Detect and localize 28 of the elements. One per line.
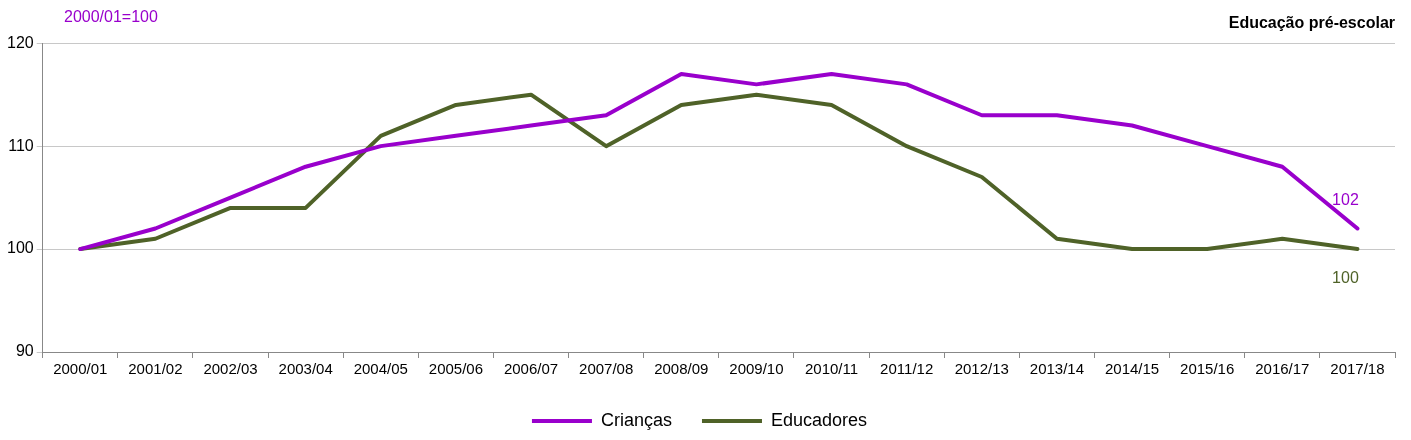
x-tick-label: 2011/12: [880, 360, 934, 378]
x-tick-label: 2004/05: [353, 360, 408, 378]
chart-title: Educação pré-escolar: [1228, 14, 1395, 32]
x-tick-label: 2010/11: [804, 360, 859, 378]
y-tick-label: 100: [6, 239, 34, 257]
legend-label: Educadores: [770, 409, 868, 430]
x-tick-label: 2012/13: [954, 360, 1009, 378]
annotation: 102: [1332, 190, 1359, 208]
x-tick-label: 2005/06: [428, 360, 484, 378]
x-tick-label: 2014/15: [1104, 360, 1160, 378]
x-tick-label: 2016/17: [1255, 360, 1310, 378]
x-tick-label: 2000/01: [53, 360, 108, 378]
x-tick-label: 2006/07: [503, 360, 559, 378]
x-tick-label: 2002/03: [203, 360, 258, 378]
legend-label: Crianças: [600, 409, 672, 430]
annotation: 100: [1332, 269, 1359, 287]
y-axis-title: 2000/01=100: [64, 8, 158, 26]
y-tick-label: 90: [15, 342, 34, 360]
x-tick-label: 2001/02: [128, 360, 183, 378]
x-tick-label: 2009/10: [729, 360, 784, 378]
x-tick-label: 2007/08: [579, 360, 634, 378]
y-tick-label: 110: [8, 136, 34, 154]
x-tick-label: 2013/14: [1029, 360, 1085, 378]
x-tick-label: 2017/18: [1330, 360, 1385, 378]
y-tick-label: 120: [6, 33, 34, 51]
x-tick-label: 2008/09: [654, 360, 709, 378]
x-tick-label: 2015/16: [1180, 360, 1235, 378]
x-tick-label: 2003/04: [278, 360, 333, 378]
